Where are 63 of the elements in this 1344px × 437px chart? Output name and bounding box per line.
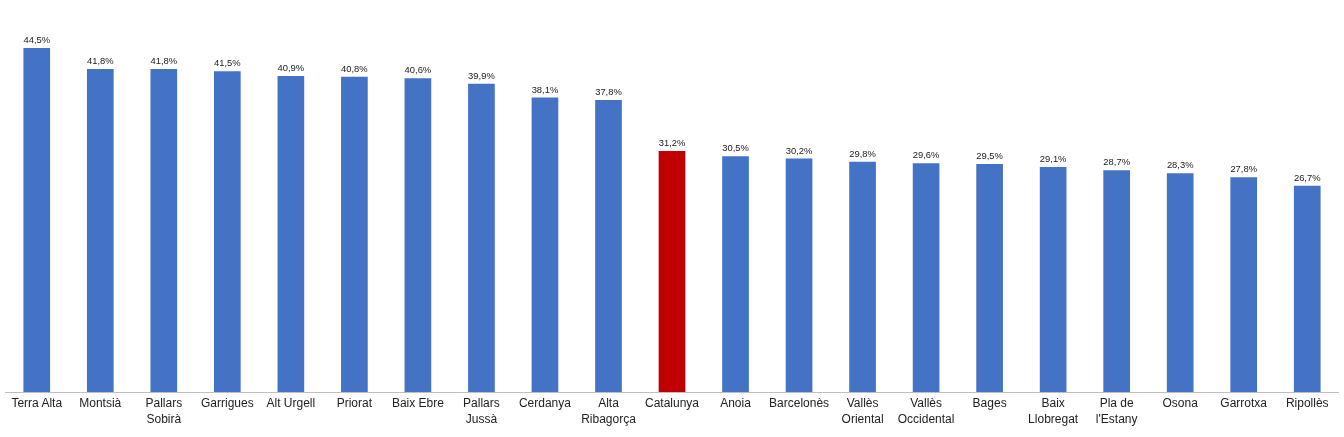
- bar: [912, 163, 940, 392]
- bar: [86, 68, 114, 392]
- bar: [1230, 177, 1258, 392]
- data-label: 38,1%: [531, 83, 559, 95]
- bar: [658, 150, 686, 392]
- x-tick-label: Terra Alta: [11, 396, 63, 411]
- bar: [849, 161, 876, 392]
- x-tick-label: Anoia: [720, 396, 752, 411]
- x-tick-label: Alt Urgell: [266, 396, 316, 411]
- x-tick-label: Cerdanya: [518, 396, 572, 411]
- data-label: 39,9%: [468, 69, 496, 81]
- data-label: 37,8%: [595, 85, 623, 97]
- x-tick-label: Pla de l'Estany: [1095, 396, 1138, 426]
- bar: [722, 156, 749, 392]
- x-tick-label: Pallars Sobirà: [145, 396, 183, 426]
- x-tick-label: Garrotxa: [1220, 396, 1268, 411]
- x-tick-label: Montsià: [79, 396, 122, 411]
- bar: [1166, 173, 1194, 392]
- data-label: 40,9%: [277, 61, 305, 73]
- bar: [213, 71, 241, 392]
- x-tick-label: Catalunya: [644, 396, 700, 411]
- data-label: 40,6%: [404, 64, 432, 76]
- data-label: 29,6%: [912, 149, 941, 161]
- bar: [1039, 167, 1067, 392]
- x-tick-label: Bages: [972, 396, 1007, 411]
- x-tick-label: Baix Llobregat: [1028, 396, 1079, 426]
- x-tick-label: Pallars Jussà: [463, 396, 500, 426]
- x-tick-label: Baix Ebre: [391, 396, 445, 411]
- data-label: 30,5%: [722, 142, 750, 154]
- x-tick-label: Alta Ribagorça: [581, 396, 637, 426]
- x-tick-label: Vallès Oriental: [841, 396, 884, 426]
- data-label: 28,7%: [1103, 156, 1131, 168]
- bar: [341, 76, 368, 392]
- x-tick-label: Vallès Occidental: [897, 396, 955, 426]
- bar: [785, 158, 813, 392]
- data-label: 29,1%: [1039, 153, 1068, 165]
- bar: [595, 99, 622, 392]
- bar: [531, 97, 559, 392]
- data-label: 31,2%: [658, 136, 686, 148]
- x-tick-label: Priorat: [336, 396, 373, 411]
- data-label: 29,5%: [976, 150, 1004, 161]
- data-label: 30,2%: [785, 144, 814, 156]
- bar: [1103, 170, 1131, 392]
- data-label: 27,8%: [1230, 163, 1258, 175]
- x-tick-label: Garrigues: [200, 396, 254, 411]
- x-tick-label: Ripollès: [1285, 396, 1329, 411]
- bar: [976, 164, 1003, 392]
- data-label: 41,8%: [86, 54, 115, 66]
- data-label: 41,8%: [150, 54, 178, 66]
- bar: [150, 68, 178, 392]
- data-label: 29,8%: [849, 147, 877, 159]
- bar: [277, 75, 305, 392]
- bar: [468, 83, 495, 392]
- x-tick-label: Osona: [1162, 396, 1199, 411]
- data-label: 26,7%: [1293, 171, 1322, 183]
- data-label: 28,3%: [1166, 159, 1195, 171]
- bar: [23, 48, 51, 392]
- bar: [404, 78, 432, 392]
- bar: [1293, 185, 1321, 392]
- data-label: 44,5%: [23, 34, 51, 46]
- data-label: 41,5%: [214, 57, 242, 69]
- data-label: 40,8%: [341, 62, 369, 74]
- x-tick-label: Barcelonès: [769, 396, 830, 411]
